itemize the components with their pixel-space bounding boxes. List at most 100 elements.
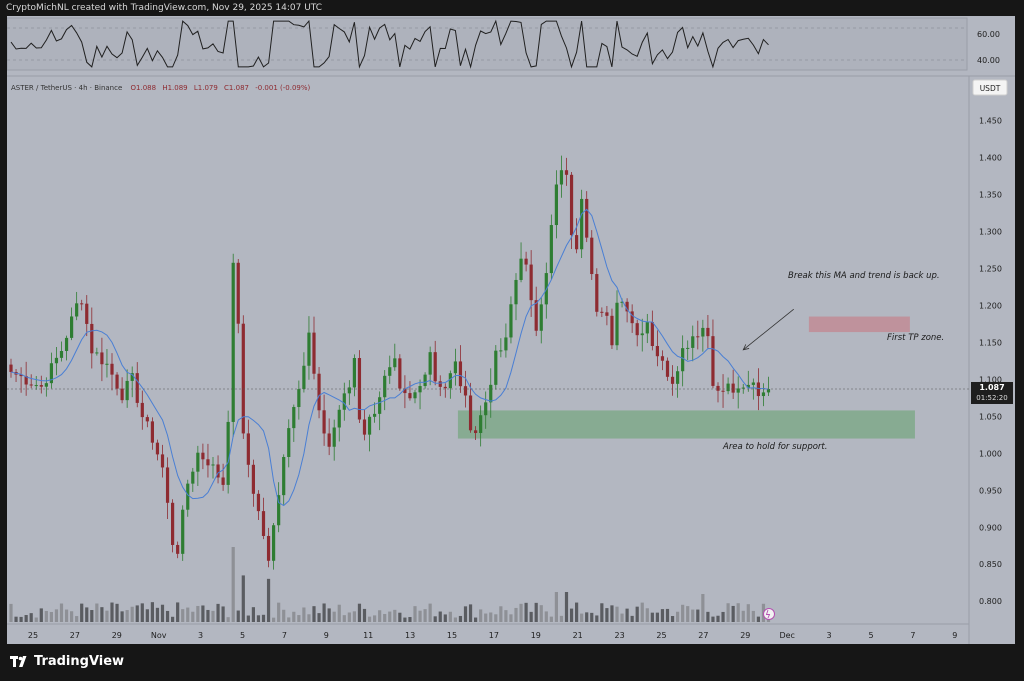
volume-bar	[751, 610, 755, 622]
volume-bar	[686, 606, 690, 622]
price-tick-label: 0.850	[979, 560, 1002, 569]
candle-body	[80, 303, 84, 305]
volume-bar	[605, 608, 609, 622]
time-tick-label: 3	[827, 631, 832, 640]
candle-body	[691, 336, 695, 348]
candle-body	[746, 384, 750, 388]
candle-body	[438, 381, 442, 387]
price-tick-label: 1.100	[979, 375, 1002, 384]
volume-bar	[342, 615, 346, 622]
candle-body	[741, 387, 745, 389]
price-tick-label: 1.000	[979, 449, 1002, 458]
volume-bar	[236, 610, 240, 622]
volume-bar	[448, 611, 452, 622]
time-tick-label: 9	[952, 631, 957, 640]
candle-body	[90, 323, 94, 354]
volume-bar	[70, 611, 74, 622]
volume-bar	[388, 611, 392, 622]
volume-bar	[569, 608, 574, 622]
volume-bar	[277, 602, 281, 622]
moving-average-line	[10, 208, 769, 507]
candle-body	[549, 225, 553, 274]
volume-bar	[297, 615, 301, 622]
volume-bar	[721, 611, 725, 622]
rsi-tick-40: 40.00	[977, 56, 1000, 65]
volume-bar	[474, 617, 478, 622]
volume-bar	[145, 609, 149, 622]
candle-body	[19, 374, 23, 377]
volume-bar	[504, 610, 508, 622]
volume-bar	[489, 612, 493, 622]
candle-body	[95, 352, 99, 354]
annotation-arrow	[742, 308, 795, 351]
volume-bar	[54, 609, 59, 622]
candle-body	[736, 388, 740, 393]
candle-body	[645, 322, 649, 334]
rsi-panel	[7, 17, 968, 71]
price-chart[interactable]: 60.00 40.00 ASTER / TetherUS · 4h · Bina…	[7, 16, 1015, 644]
volume-bar	[580, 613, 584, 622]
candle-body	[453, 361, 457, 374]
volume-bar	[292, 611, 296, 622]
volume-bar	[241, 575, 245, 622]
legend-exchange: Binance	[94, 84, 122, 92]
time-tick-label: Nov	[151, 631, 167, 640]
price-tick-label: 0.800	[979, 597, 1002, 606]
time-tick-label: Dec	[779, 631, 794, 640]
candle-body	[373, 413, 377, 417]
attribution-bar: CryptoMichNL created with TradingView.co…	[0, 0, 1024, 16]
volume-bar	[610, 605, 614, 622]
candle-body	[140, 402, 144, 418]
candle-body	[347, 387, 351, 394]
volume-bar	[201, 605, 205, 622]
candle-body	[564, 170, 569, 175]
volume-bar	[564, 592, 569, 622]
candle-body	[676, 371, 680, 384]
candle-body	[160, 454, 165, 468]
candle-body	[272, 525, 276, 561]
volume-bar	[756, 616, 760, 622]
volume-bar	[100, 607, 104, 622]
volume-bar	[176, 602, 180, 622]
currency-badge[interactable]	[972, 79, 1008, 96]
candle-body	[428, 352, 432, 375]
volume-bar	[630, 615, 634, 622]
candle-body	[85, 303, 89, 324]
volume-bar	[322, 603, 326, 622]
chart-canvas[interactable]: 60.00 40.00 ASTER / TetherUS · 4h · Bina…	[7, 16, 1015, 644]
candle-body	[176, 544, 180, 554]
time-tick-label: 29	[740, 631, 750, 640]
candle-body	[706, 327, 710, 337]
tradingview-logo[interactable]: TradingView	[10, 654, 124, 669]
tp-zone-label: First TP zone.	[887, 333, 944, 343]
volume-bar	[39, 608, 43, 622]
candle-body	[337, 409, 341, 428]
candle-body	[282, 456, 286, 496]
volume-bar	[665, 608, 670, 622]
candle-body	[211, 464, 215, 466]
time-tick-label: 5	[240, 631, 245, 640]
candle-body	[509, 304, 513, 338]
candle-body	[681, 348, 685, 372]
legend-change: -0.001 (-0.09%)	[255, 84, 310, 92]
candle-body	[150, 421, 154, 443]
volume-bar	[196, 605, 200, 622]
candle-body	[569, 174, 574, 236]
volume-bar	[251, 607, 255, 622]
volume-bar	[302, 607, 306, 622]
volume-bar	[150, 602, 154, 622]
time-tick-label: 7	[282, 631, 287, 640]
price-tick-label: 1.450	[979, 117, 1002, 126]
candle-body	[731, 383, 735, 393]
volume-bar	[640, 602, 644, 622]
candle-body	[504, 337, 508, 351]
candle-body	[352, 358, 356, 388]
volume-bar	[59, 603, 64, 622]
replay-icon[interactable]	[763, 608, 775, 620]
rsi-line	[10, 19, 769, 69]
candle-body	[327, 433, 331, 447]
legend-symbol: ASTER / TetherUS	[11, 84, 72, 92]
candle-body	[761, 392, 766, 397]
volume-bar	[206, 609, 210, 622]
candle-body	[302, 365, 306, 390]
